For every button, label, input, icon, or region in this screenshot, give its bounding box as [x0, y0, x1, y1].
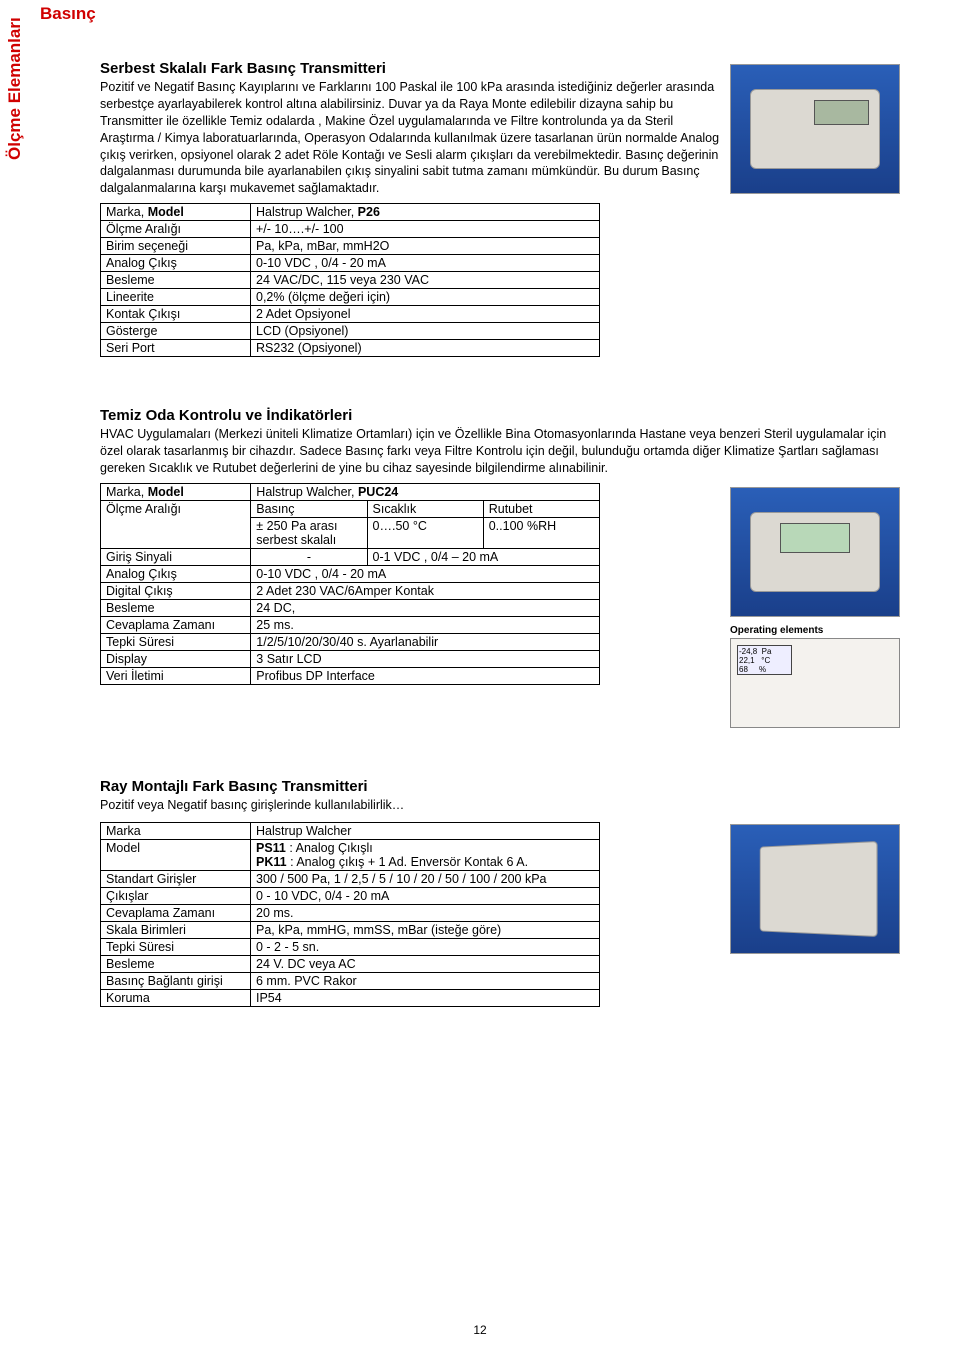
- section-puc24: Temiz Oda Kontrolu ve İndikatörleri HVAC…: [100, 407, 900, 728]
- spec-table-p26: Marka, ModelHalstrup Walcher, P26Ölçme A…: [100, 203, 600, 357]
- table-row: GöstergeLCD (Opsiyonel): [101, 323, 600, 340]
- section-desc: Pozitif ve Negatif Basınç Kayıplarını ve…: [100, 79, 720, 197]
- table-row: Birim seçeneğiPa, kPa, mBar, mmH2O: [101, 238, 600, 255]
- product-image-puc24: [730, 487, 900, 617]
- table-row: Display3 Satır LCD: [101, 650, 600, 667]
- table-row: Basınç Bağlantı girişi6 mm. PVC Rakor: [101, 972, 600, 989]
- table-row: Marka, ModelHalstrup Walcher, PUC24: [101, 483, 600, 500]
- display-readout: -24,8 Pa 22,1 °C 68 %: [737, 645, 792, 675]
- table-row: Çıkışlar0 - 10 VDC, 0/4 - 20 mA: [101, 887, 600, 904]
- table-row: Skala BirimleriPa, kPa, mmHG, mmSS, mBar…: [101, 921, 600, 938]
- table-row: Cevaplama Zamanı20 ms.: [101, 904, 600, 921]
- operating-elements-label: Operating elements: [730, 625, 900, 636]
- table-row: Tepki Süresi0 - 2 - 5 sn.: [101, 938, 600, 955]
- table-row: Ölçme Aralığı+/- 10….+/- 100: [101, 221, 600, 238]
- table-row: Giriş Sinyali-0-1 VDC , 0/4 – 20 mA: [101, 548, 600, 565]
- section-title: Serbest Skalalı Fark Basınç Transmitteri: [100, 60, 720, 77]
- table-row: Ölçme AralığıBasınçSıcaklıkRutubet: [101, 500, 600, 517]
- section-ps11: Ray Montajlı Fark Basınç Transmitteri Po…: [100, 778, 900, 1007]
- page-number: 12: [473, 1323, 486, 1337]
- spec-table-puc24: Marka, ModelHalstrup Walcher, PUC24Ölçme…: [100, 483, 600, 685]
- table-row: Lineerite0,2% (ölçme değeri için): [101, 289, 600, 306]
- section-title: Ray Montajlı Fark Basınç Transmitteri: [100, 778, 900, 795]
- table-row: Seri PortRS232 (Opsiyonel): [101, 340, 600, 357]
- table-row: Besleme24 DC,: [101, 599, 600, 616]
- table-row: Marka, ModelHalstrup Walcher, P26: [101, 204, 600, 221]
- product-image-p26: [730, 64, 900, 194]
- product-image-col: Operating elements -24,8 Pa 22,1 °C 68 %: [730, 483, 900, 728]
- table-row: Cevaplama Zamanı25 ms.: [101, 616, 600, 633]
- table-row: MarkaHalstrup Walcher: [101, 822, 600, 839]
- spec-table-ps11: MarkaHalstrup WalcherModelPS11 : Analog …: [100, 822, 600, 1007]
- section-desc: HVAC Uygulamaları (Merkezi üniteli Klima…: [100, 426, 900, 477]
- table-row: Analog Çıkış0-10 VDC , 0/4 - 20 mA: [101, 255, 600, 272]
- section-desc: Pozitif veya Negatif basınç girişlerinde…: [100, 797, 900, 814]
- product-image-ps11: [730, 824, 900, 954]
- table-row: Besleme24 V. DC veya AC: [101, 955, 600, 972]
- side-label: Ölçme Elemanları: [5, 17, 25, 160]
- product-image-col: [730, 820, 900, 954]
- section-p26: Serbest Skalalı Fark Basınç Transmitteri…: [100, 0, 900, 357]
- operating-elements-diagram: -24,8 Pa 22,1 °C 68 %: [730, 638, 900, 728]
- table-row: Tepki Süresi 1/2/5/10/20/30/40 s. Ayarla…: [101, 633, 600, 650]
- table-row: Besleme24 VAC/DC, 115 veya 230 VAC: [101, 272, 600, 289]
- table-row: KorumaIP54: [101, 989, 600, 1006]
- table-row: Analog Çıkış0-10 VDC , 0/4 - 20 mA: [101, 565, 600, 582]
- product-image-col: [730, 60, 900, 194]
- table-row: Kontak Çıkışı2 Adet Opsiyonel: [101, 306, 600, 323]
- page: Basınç Ölçme Elemanları Serbest Skalalı …: [0, 0, 960, 1347]
- table-row: Veri İletimiProfibus DP Interface: [101, 667, 600, 684]
- section-title: Temiz Oda Kontrolu ve İndikatörleri: [100, 407, 900, 424]
- table-row: Digital Çıkış2 Adet 230 VAC/6Amper Konta…: [101, 582, 600, 599]
- category-label: Basınç: [40, 4, 96, 24]
- table-row: ModelPS11 : Analog ÇıkışlıPK11 : Analog …: [101, 839, 600, 870]
- table-row: Standart Girişler300 / 500 Pa, 1 / 2,5 /…: [101, 870, 600, 887]
